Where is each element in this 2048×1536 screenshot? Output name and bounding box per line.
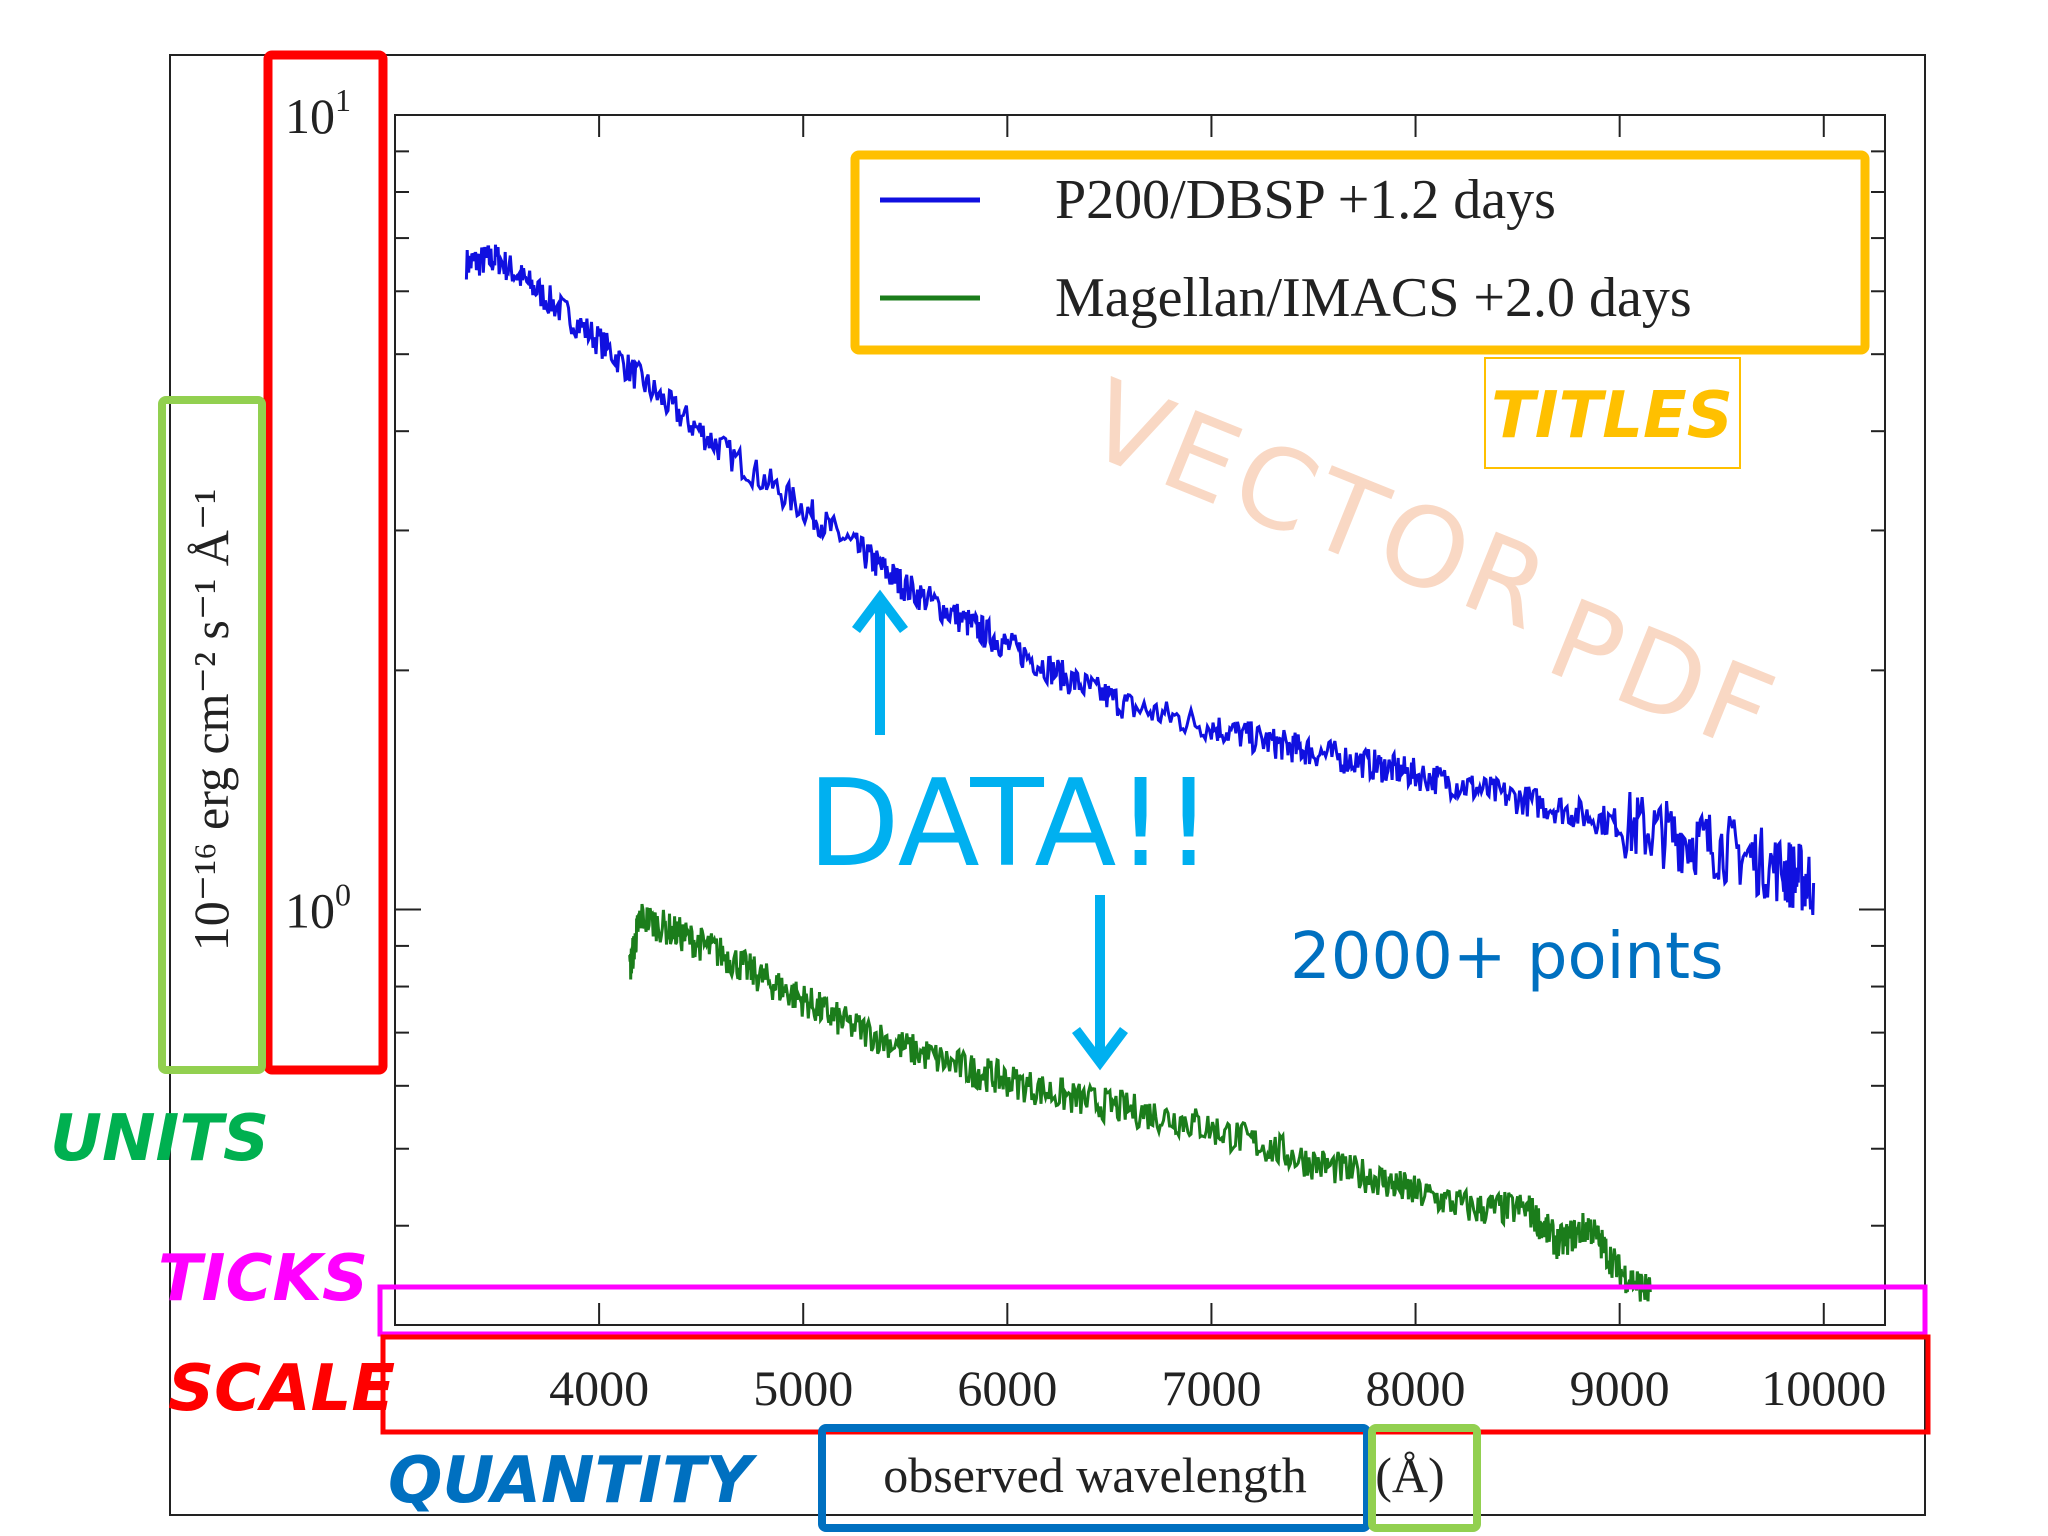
legend-label-p200: P200/DBSP +1.2 days <box>1055 169 1556 231</box>
scale-label: SCALE <box>168 1352 395 1426</box>
series-line-1 <box>628 903 1652 1302</box>
x-axis-unit: (Å) <box>1375 1447 1444 1503</box>
units-label: UNITS <box>50 1102 269 1176</box>
points-callout: 2000+ points <box>1290 920 1723 994</box>
axis-ticks <box>395 114 1885 1326</box>
titles-label: TITLES <box>1491 379 1733 453</box>
y-axis-unit-label: 10⁻¹⁶ erg cm⁻² s⁻¹ Å⁻¹ <box>183 489 239 952</box>
titles-label-box <box>1484 357 1741 469</box>
data-arrow-down-head <box>1072 1027 1128 1071</box>
x-tick-labels: 4000 5000 6000 7000 8000 9000 10000 <box>549 1360 1886 1416</box>
data-arrow-up-head <box>852 589 908 633</box>
units-box <box>158 396 266 1074</box>
x-tick-label: 5000 <box>753 1360 853 1416</box>
x-axis-label: observed wavelength <box>883 1447 1306 1503</box>
series-line-0 <box>464 244 1816 915</box>
titles-box <box>850 150 1870 355</box>
x-tick-label: 9000 <box>1570 1360 1670 1416</box>
x-tick-label: 7000 <box>1161 1360 1261 1416</box>
x-tick-label: 8000 <box>1366 1360 1466 1416</box>
data-callout: DATA!! <box>807 755 1212 894</box>
quantity-box <box>818 1424 1371 1532</box>
y-scale-box <box>263 50 388 1075</box>
quantity-label: QUANTITY <box>388 1444 758 1518</box>
legend: P200/DBSP +1.2 days Magellan/IMACS +2.0 … <box>880 169 1692 329</box>
legend-label-magellan: Magellan/IMACS +2.0 days <box>1055 267 1692 329</box>
x-tick-label: 10000 <box>1761 1360 1886 1416</box>
x-unit-box <box>1368 1424 1481 1532</box>
plot-area <box>394 114 1886 1326</box>
ticks-label: TICKS <box>158 1242 368 1316</box>
x-tick-label: 4000 <box>549 1360 649 1416</box>
x-tick-label: 6000 <box>957 1360 1057 1416</box>
data-series <box>464 244 1816 1302</box>
ticks-box <box>377 1284 1928 1337</box>
